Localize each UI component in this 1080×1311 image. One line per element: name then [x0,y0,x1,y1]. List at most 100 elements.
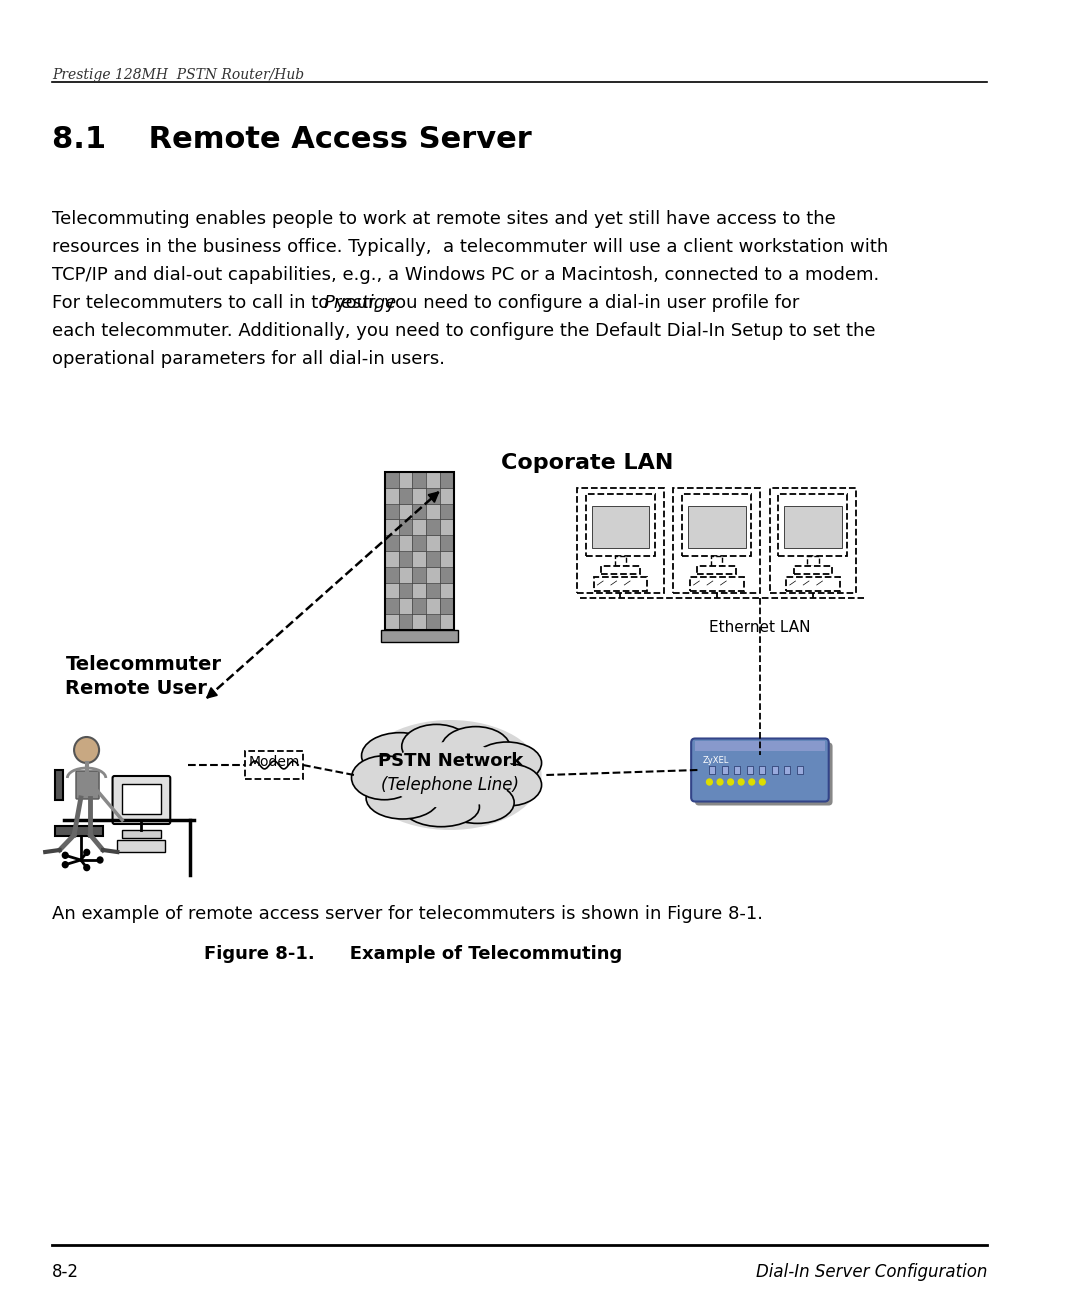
Ellipse shape [362,733,438,779]
Text: , you need to configure a dial-in user profile for: , you need to configure a dial-in user p… [374,294,799,312]
Text: operational parameters for all dial-in users.: operational parameters for all dial-in u… [52,350,445,368]
Bar [427,472,441,488]
Bar [602,566,639,574]
Bar [441,551,454,566]
Bar [807,556,819,566]
Bar [427,503,441,519]
Text: (Telephone Line): (Telephone Line) [381,776,519,794]
Bar [384,472,399,488]
Bar [592,506,649,548]
Bar [427,566,441,582]
Bar [413,566,427,582]
Bar [384,472,454,631]
Circle shape [63,861,68,868]
Bar [384,503,399,519]
Bar [711,556,723,566]
Bar [772,766,778,773]
Bar [681,494,752,556]
Bar [710,766,715,773]
Bar [413,614,427,631]
Bar [384,519,399,535]
Bar [427,535,441,551]
Bar [384,488,399,503]
Bar [384,535,399,551]
Text: Dial-In Server Configuration: Dial-In Server Configuration [756,1262,987,1281]
Text: Example of Telecommuting: Example of Telecommuting [306,945,622,964]
Bar [413,582,427,598]
Bar [427,551,441,566]
Bar [427,582,441,598]
Bar [441,519,454,535]
Circle shape [759,779,766,785]
FancyBboxPatch shape [696,741,825,750]
Ellipse shape [387,742,514,808]
Circle shape [75,737,99,763]
Bar [784,766,791,773]
Text: Prestige 128MH  PSTN Router/Hub: Prestige 128MH PSTN Router/Hub [52,68,305,83]
Bar [784,506,841,548]
Text: TCP/IP and dial-out capabilities, e.g., a Windows PC or a Macintosh, connected t: TCP/IP and dial-out capabilities, e.g., … [52,266,879,284]
Bar [688,506,745,548]
Bar [441,614,454,631]
Bar [413,488,427,503]
Bar [734,766,740,773]
Bar [399,472,413,488]
Bar [794,566,832,574]
Bar [441,472,454,488]
Text: 8-2: 8-2 [52,1262,79,1281]
Bar [55,826,103,836]
Bar [441,566,454,582]
Bar [122,784,161,814]
Bar [786,577,840,591]
Circle shape [748,779,755,785]
Bar [55,770,63,800]
Text: PSTN Network: PSTN Network [378,753,523,770]
Circle shape [739,779,744,785]
Text: An example of remote access server for telecommuters is shown in Figure 8-1.: An example of remote access server for t… [52,905,762,923]
Text: Prestige: Prestige [323,294,396,312]
Bar [427,519,441,535]
Bar [413,519,427,535]
Bar [585,494,656,556]
Bar [427,488,441,503]
Ellipse shape [441,726,511,771]
Ellipse shape [359,720,541,830]
Bar [399,488,413,503]
FancyBboxPatch shape [76,771,99,798]
FancyBboxPatch shape [696,742,833,805]
Ellipse shape [403,787,480,827]
Bar [413,598,427,614]
Ellipse shape [402,725,471,768]
Text: Modem: Modem [248,755,300,770]
Bar [399,535,413,551]
Ellipse shape [366,777,440,819]
Bar [441,582,454,598]
Text: Figure 8-1.: Figure 8-1. [204,945,315,964]
Ellipse shape [441,781,514,823]
Circle shape [728,779,733,785]
Bar [399,503,413,519]
Circle shape [63,852,68,859]
Bar [441,535,454,551]
Text: Telecommuter
Remote User: Telecommuter Remote User [66,656,221,697]
Ellipse shape [477,764,541,806]
Bar [413,503,427,519]
Bar [441,503,454,519]
Bar [384,582,399,598]
Text: Telecommuting enables people to work at remote sites and yet still have access t: Telecommuting enables people to work at … [52,210,836,228]
Text: ZyXEL: ZyXEL [703,755,729,764]
Bar [413,472,427,488]
Text: For telecommuters to call in to your: For telecommuters to call in to your [52,294,381,312]
Bar [690,577,744,591]
Bar [381,631,458,642]
FancyBboxPatch shape [112,776,171,825]
Circle shape [84,865,90,871]
Bar [779,494,848,556]
Bar [747,766,753,773]
Bar [698,566,735,574]
Text: Coporate LAN: Coporate LAN [501,454,673,473]
Bar [797,766,802,773]
Text: resources in the business office. Typically,  a telecommuter will use a client w: resources in the business office. Typica… [52,239,888,256]
Circle shape [84,850,90,855]
Bar [399,582,413,598]
